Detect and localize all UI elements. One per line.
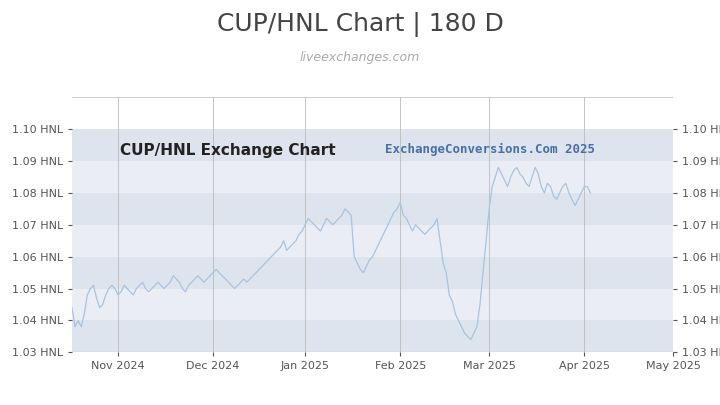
Text: ExchangeConversions.Com 2025: ExchangeConversions.Com 2025: [384, 143, 595, 156]
Bar: [72, 320, 673, 352]
Bar: [72, 257, 673, 288]
Text: CUP/HNL Chart | 180 D: CUP/HNL Chart | 180 D: [217, 12, 503, 37]
Bar: [72, 161, 673, 193]
Text: CUP/HNL Exchange Chart: CUP/HNL Exchange Chart: [120, 143, 336, 158]
Bar: [72, 129, 673, 161]
Bar: [72, 193, 673, 225]
Bar: [72, 289, 673, 320]
Text: liveexchanges.com: liveexchanges.com: [300, 51, 420, 64]
Bar: [72, 225, 673, 257]
